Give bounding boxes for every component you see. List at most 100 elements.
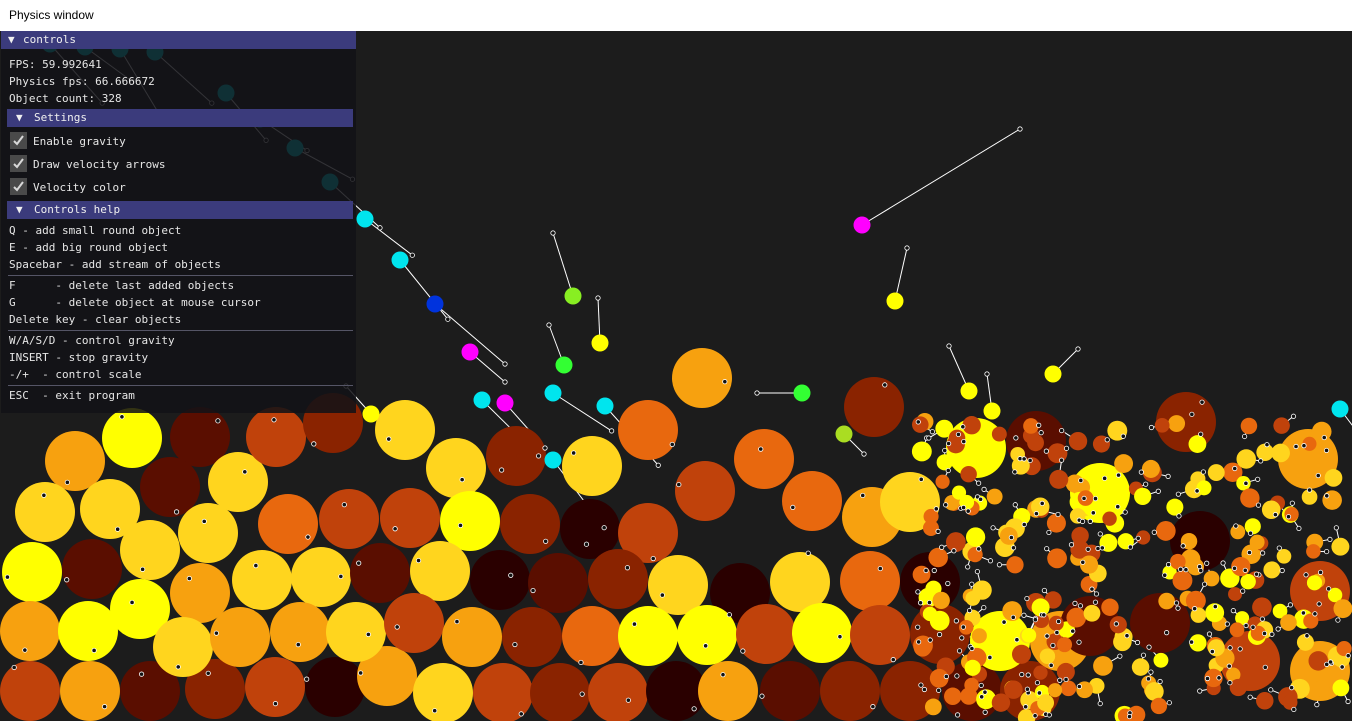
velocity-arrow-tip — [1204, 675, 1211, 682]
physics-object — [1033, 665, 1048, 680]
checkmark-icon — [13, 135, 24, 146]
physics-object — [1322, 490, 1342, 510]
physics-object — [384, 593, 444, 653]
physics-object — [45, 431, 105, 491]
enable-gravity-checkbox[interactable] — [10, 132, 27, 149]
velocity-arrow-tip — [1188, 639, 1195, 645]
physics-object — [232, 550, 292, 610]
velocity-arrow-tip — [242, 469, 248, 475]
physics-object — [562, 606, 622, 666]
velocity-arrow-tip — [1253, 571, 1260, 577]
simulation-viewport[interactable] — [0, 31, 1352, 721]
velocity-color-checkbox[interactable] — [10, 178, 27, 195]
velocity-arrow-tip — [409, 252, 415, 258]
physics-object — [911, 441, 932, 462]
velocity-arrow-tip — [918, 682, 924, 688]
velocity-arrow-tip — [140, 566, 146, 572]
physics-object — [0, 601, 60, 661]
velocity-arrow — [894, 247, 908, 302]
velocity-arrow-tip — [1059, 427, 1065, 434]
velocity-arrow-tip — [1237, 646, 1243, 652]
velocity-arrow-tip — [1012, 469, 1018, 475]
physics-object — [1273, 417, 1290, 434]
velocity-arrow-tip — [931, 567, 937, 574]
velocity-arrow-tip — [341, 502, 347, 508]
physics-object — [246, 407, 306, 467]
velocity-arrow-tip — [22, 647, 28, 653]
velocity-arrow-tip — [1166, 700, 1172, 706]
help-line: G - delete object at mouse cursor — [9, 296, 261, 309]
velocity-arrow-tip — [499, 467, 505, 473]
velocity-arrow-tip — [625, 697, 631, 703]
physics-object — [1263, 561, 1281, 579]
velocity-arrow-tip — [904, 245, 910, 251]
velocity-arrow-tip — [951, 548, 957, 554]
physics-object — [555, 356, 573, 374]
velocity-arrow-tip — [415, 557, 422, 564]
velocity-arrow-tip — [1024, 686, 1031, 692]
velocity-arrow-tip — [583, 541, 590, 547]
velocity-arrow-tip — [722, 379, 728, 385]
physics-object — [591, 334, 609, 352]
object-count-text: Object count: 328 — [9, 92, 122, 105]
velocity-arrow-tip — [987, 558, 994, 564]
velocity-arrow-tip — [304, 676, 310, 682]
velocity-arrow-tip — [936, 631, 943, 638]
velocity-arrow-tip — [1044, 633, 1050, 639]
physics-object — [1048, 615, 1064, 631]
velocity-arrow-tip — [1117, 653, 1123, 659]
velocity-arrow-tip — [1023, 704, 1029, 710]
physics-object — [618, 503, 678, 563]
velocity-arrow-tip — [1048, 662, 1054, 668]
velocity-arrow-tip — [1269, 631, 1275, 637]
fps-text: FPS: 59.992641 — [9, 58, 102, 71]
help-line: E - add big round object — [9, 241, 168, 254]
physics-object — [470, 550, 530, 610]
settings-header[interactable]: ▼ Settings — [7, 109, 353, 127]
velocity-arrow-tip — [976, 546, 982, 552]
velocity-arrow-tip — [720, 672, 726, 678]
velocity-arrow-tip — [1317, 569, 1324, 575]
physics-object — [936, 454, 953, 471]
velocity-arrow-tip — [1093, 591, 1100, 597]
controls-header[interactable]: ▼ controls — [1, 31, 356, 49]
physics-object — [1250, 625, 1266, 641]
velocity-arrow-tip — [1250, 624, 1256, 630]
physics-object — [58, 601, 118, 661]
velocity-arrow-tip — [1327, 659, 1334, 665]
velocity-arrow-tip — [1104, 437, 1110, 443]
controls-panel[interactable]: ▼ controls FPS: 59.992641 Physics fps: 6… — [1, 31, 356, 413]
controls-help-header[interactable]: ▼ Controls help — [7, 201, 353, 219]
velocity-arrow-tip — [650, 555, 656, 562]
velocity-arrow-tip — [1255, 502, 1262, 508]
velocity-arrow-tip — [609, 428, 615, 434]
velocity-arrow-tip — [1255, 476, 1261, 482]
physics-object — [986, 488, 1003, 505]
velocity-arrow-tip — [1039, 500, 1045, 506]
velocity-arrow-tip — [978, 496, 984, 502]
velocity-arrow-tip — [882, 382, 888, 388]
physics-object — [1308, 651, 1329, 671]
velocity-arrow-tip — [338, 573, 344, 580]
physics-object — [208, 452, 268, 512]
velocity-arrow-tip — [4, 574, 11, 580]
physics-object — [782, 471, 842, 531]
velocity-arrow-tip — [1259, 616, 1265, 622]
physics-object — [850, 605, 910, 665]
physics-object — [1244, 518, 1261, 535]
physics-object — [440, 491, 500, 551]
physics-object — [380, 488, 440, 548]
physics-object — [305, 657, 365, 717]
velocity-arrow-tip — [392, 526, 398, 532]
draw-velocity-arrows-checkbox[interactable] — [10, 155, 27, 172]
velocity-arrow-tip — [943, 502, 949, 508]
velocity-arrow-tip — [942, 447, 948, 454]
physics-object — [1271, 443, 1290, 463]
physics-object — [473, 663, 533, 721]
physics-object — [675, 461, 735, 521]
physics-object — [1047, 548, 1067, 569]
velocity-arrow-tip — [459, 477, 465, 483]
help-line: INSERT - stop gravity — [9, 351, 149, 364]
velocity-arrow-tip — [943, 673, 949, 680]
velocity-arrow-tip — [1192, 606, 1198, 612]
